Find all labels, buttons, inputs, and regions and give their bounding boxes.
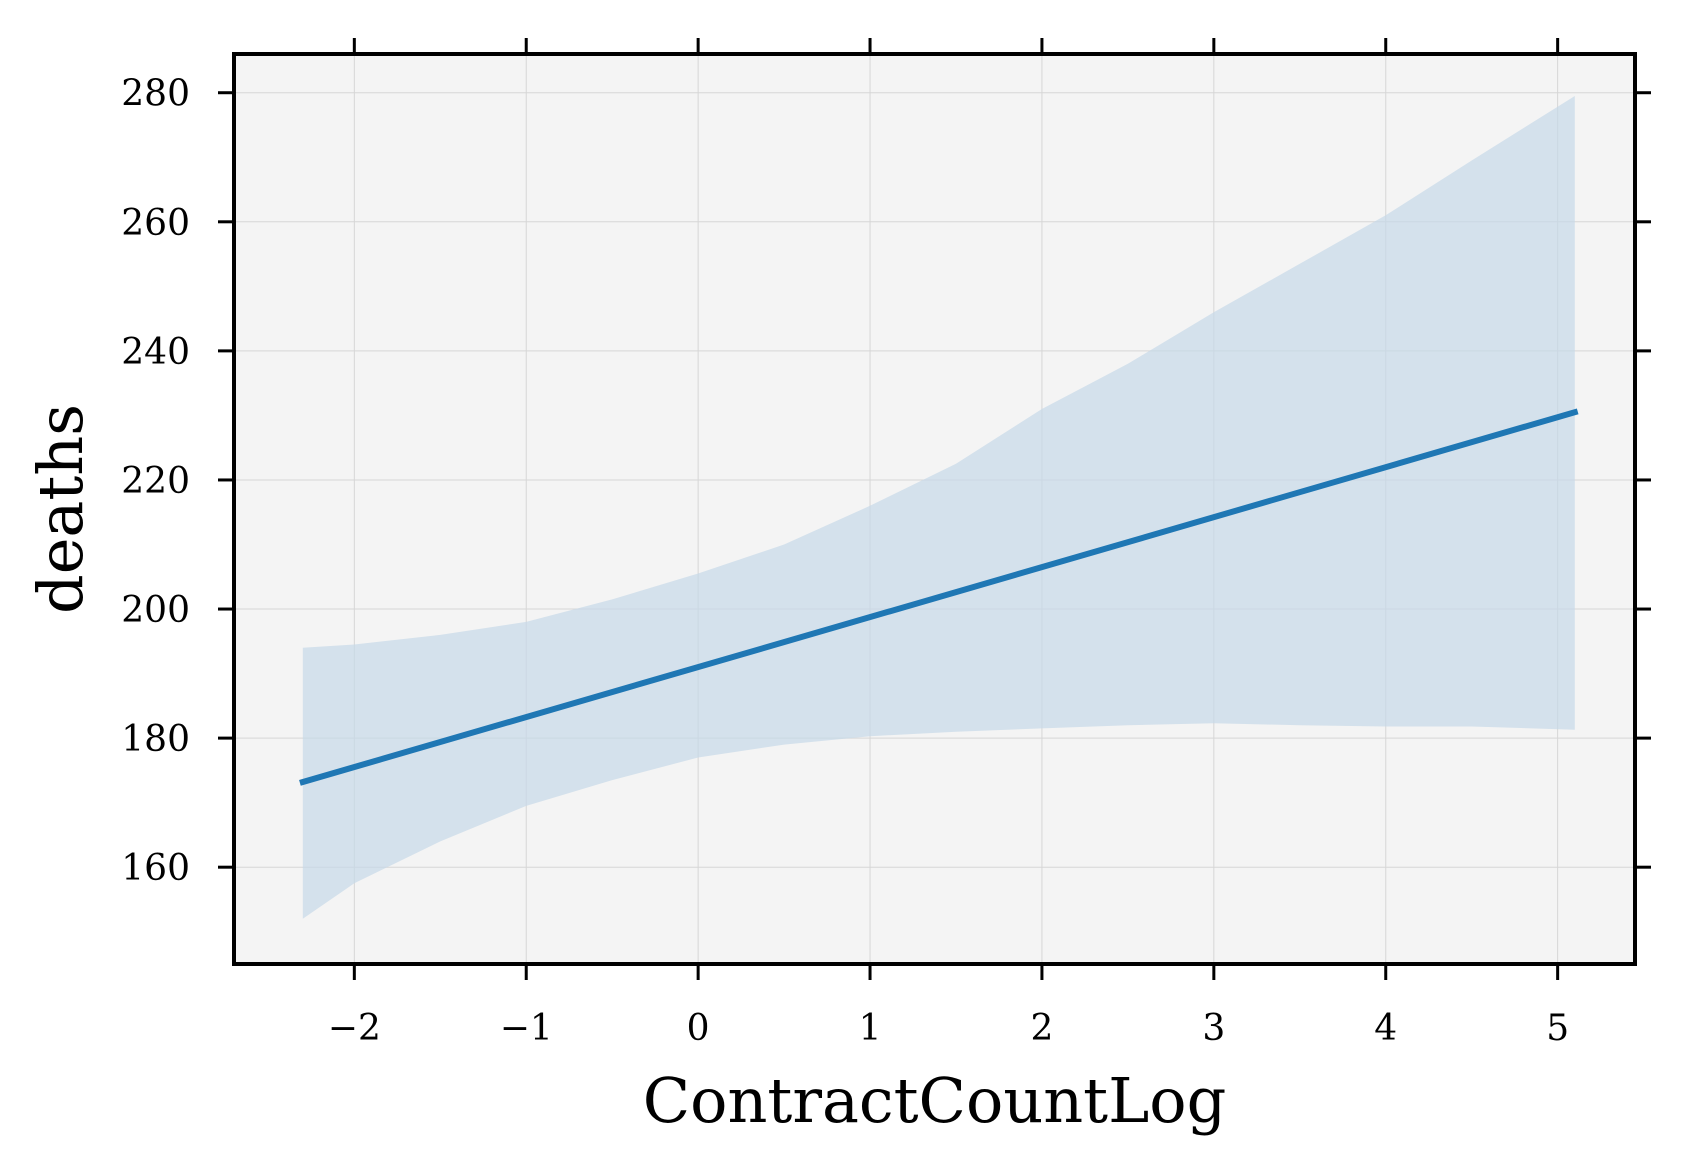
x-tick-label-5: 3 [1202, 1008, 1225, 1049]
x-axis-title: ContractCountLog [643, 1064, 1227, 1137]
regression-line [299, 408, 1579, 786]
plot-frame [232, 52, 1637, 966]
y-tick-label-3: 220 [121, 461, 190, 502]
y-tick-label-0: 160 [121, 848, 190, 889]
y-tick-label-5: 260 [121, 203, 190, 244]
confidence-band [302, 96, 1575, 919]
x-tick-label-3: 1 [859, 1008, 882, 1049]
x-tick-label-1: −1 [500, 1008, 553, 1049]
y-tick-label-6: 280 [121, 74, 190, 115]
x-tick-label-7: 5 [1546, 1008, 1569, 1049]
x-tick-label-2: 0 [687, 1008, 710, 1049]
x-tick-label-6: 4 [1374, 1008, 1397, 1049]
y-tick-label-2: 200 [121, 590, 190, 631]
tick-labels-layer: −2 −1 0 1 2 3 4 5 160 180 200 220 240 260 280 [121, 74, 1569, 1049]
y-tick-label-4: 240 [121, 332, 190, 373]
x-tick-label-0: −2 [328, 1008, 381, 1049]
ticks-layer [218, 38, 1651, 980]
y-tick-label-1: 180 [121, 719, 190, 760]
x-tick-label-4: 2 [1030, 1008, 1053, 1049]
y-axis-title: deaths [24, 404, 97, 614]
